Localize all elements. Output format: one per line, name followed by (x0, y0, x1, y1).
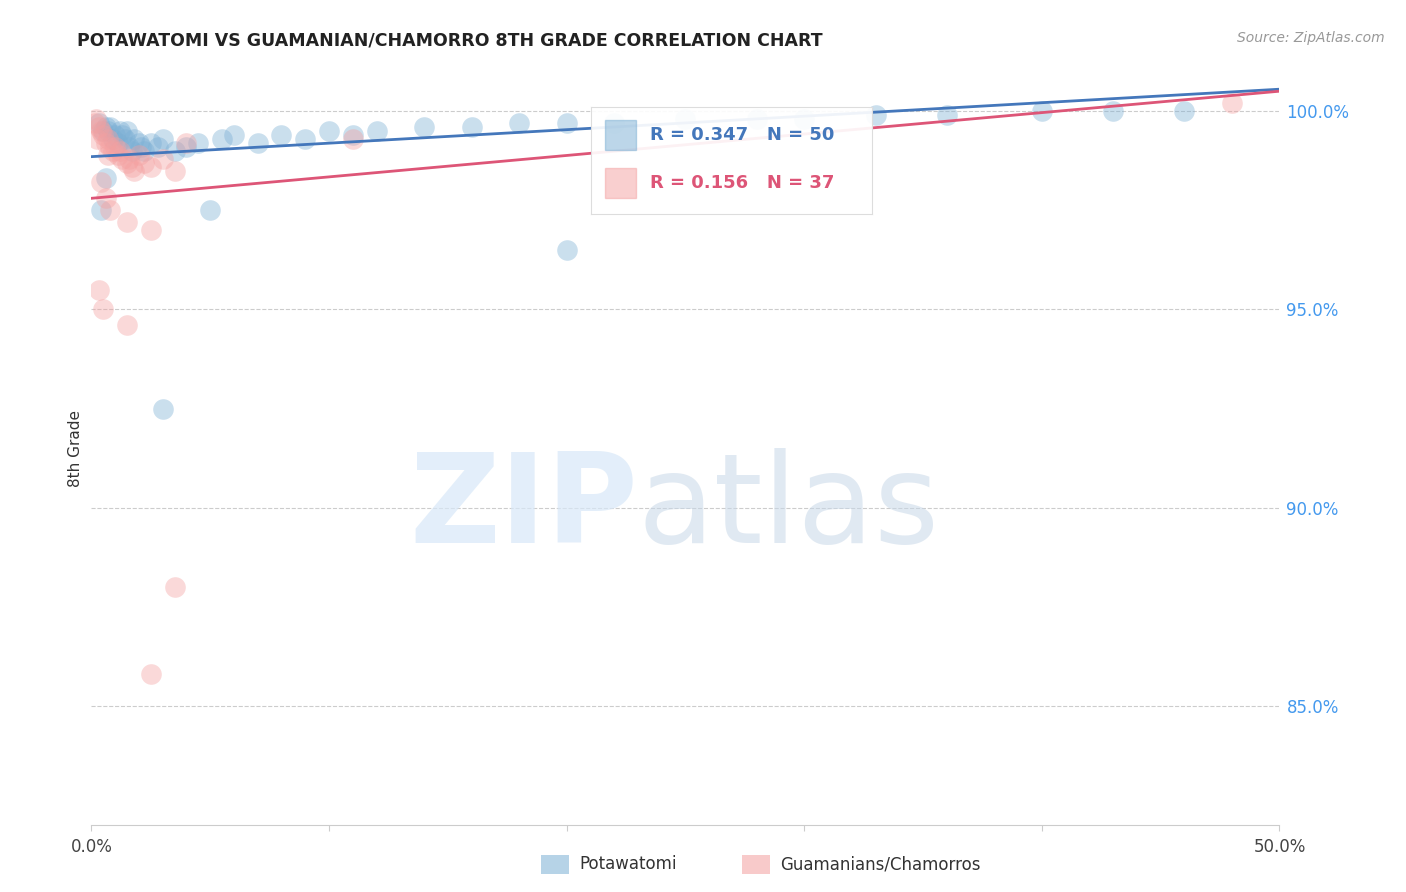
Point (1173, 103, 1195, 118)
Point (100, 140, 122, 154)
Point (745, 112, 768, 126)
Point (100, 203, 122, 218)
Point (128, 136, 150, 150)
Point (97, 124, 120, 138)
Point (176, 140, 198, 154)
Point (108, 124, 131, 138)
Point (87, 116, 110, 130)
Point (139, 160, 162, 174)
Text: Potawatomi: Potawatomi (579, 855, 676, 873)
Point (108, 144, 131, 158)
Point (132, 155, 155, 169)
Text: ZIP: ZIP (409, 448, 638, 569)
Point (84, 116, 107, 130)
Point (187, 136, 209, 150)
Point (107, 136, 129, 150)
Point (114, 132, 136, 146)
Point (1102, 103, 1125, 118)
Point (91, 124, 114, 138)
Point (94, 171, 117, 186)
Point (90, 124, 112, 138)
Point (342, 128, 364, 142)
Point (104, 140, 127, 154)
Point (101, 144, 124, 158)
Y-axis label: 8th Grade: 8th Grade (67, 409, 83, 487)
Point (163, 163, 186, 178)
Point (94, 120, 117, 134)
Point (97, 132, 120, 146)
Text: POTAWATOMI VS GUAMANIAN/CHAMORRO 8TH GRADE CORRELATION CHART: POTAWATOMI VS GUAMANIAN/CHAMORRO 8TH GRA… (77, 31, 823, 49)
Point (152, 401, 174, 416)
Point (129, 140, 152, 154)
Point (115, 155, 138, 169)
Point (94, 136, 117, 150)
Point (176, 136, 198, 150)
Point (318, 124, 340, 138)
Text: Guamanians/Chamorros: Guamanians/Chamorros (780, 855, 981, 873)
Point (294, 132, 316, 146)
Point (101, 132, 124, 146)
FancyBboxPatch shape (605, 120, 636, 150)
Point (100, 120, 122, 134)
Point (200, 203, 222, 218)
Point (793, 112, 815, 126)
Point (87, 120, 110, 134)
Point (118, 140, 141, 154)
Point (139, 667, 162, 681)
Point (122, 132, 145, 146)
Point (1220, 96, 1243, 111)
Point (87, 283, 110, 297)
Point (104, 128, 127, 142)
Text: R = 0.347   N = 50: R = 0.347 N = 50 (650, 126, 834, 144)
Point (128, 147, 150, 161)
Point (865, 108, 887, 122)
Point (121, 160, 143, 174)
Point (84, 112, 107, 126)
Point (118, 152, 141, 166)
Point (115, 318, 138, 333)
Point (107, 147, 129, 161)
Point (413, 120, 436, 134)
Point (139, 223, 162, 237)
Point (115, 215, 138, 229)
Point (555, 116, 578, 130)
Point (211, 132, 233, 146)
Point (90, 176, 112, 190)
Point (86, 132, 108, 146)
Point (97, 147, 120, 161)
Point (270, 128, 292, 142)
Point (163, 144, 186, 158)
Point (122, 163, 145, 178)
Point (342, 132, 364, 146)
Point (222, 128, 245, 142)
Point (111, 128, 134, 142)
Text: R = 0.156   N = 37: R = 0.156 N = 37 (650, 174, 834, 192)
Point (115, 124, 138, 138)
Point (111, 152, 134, 166)
Point (1031, 103, 1053, 118)
Point (673, 112, 696, 126)
Point (152, 152, 174, 166)
Point (91, 302, 114, 317)
Point (555, 243, 578, 257)
Point (121, 144, 143, 158)
Text: Source: ZipAtlas.com: Source: ZipAtlas.com (1237, 31, 1385, 45)
FancyBboxPatch shape (605, 168, 636, 198)
Point (935, 108, 957, 122)
Point (603, 116, 626, 130)
Point (460, 120, 482, 134)
Point (146, 140, 169, 154)
Point (366, 124, 388, 138)
Point (94, 191, 117, 205)
Text: atlas: atlas (638, 448, 941, 569)
Point (163, 580, 186, 594)
Point (91, 128, 114, 142)
Point (139, 136, 162, 150)
Point (508, 116, 530, 130)
Point (132, 144, 155, 158)
Point (152, 132, 174, 146)
Point (90, 203, 112, 218)
Point (246, 136, 269, 150)
